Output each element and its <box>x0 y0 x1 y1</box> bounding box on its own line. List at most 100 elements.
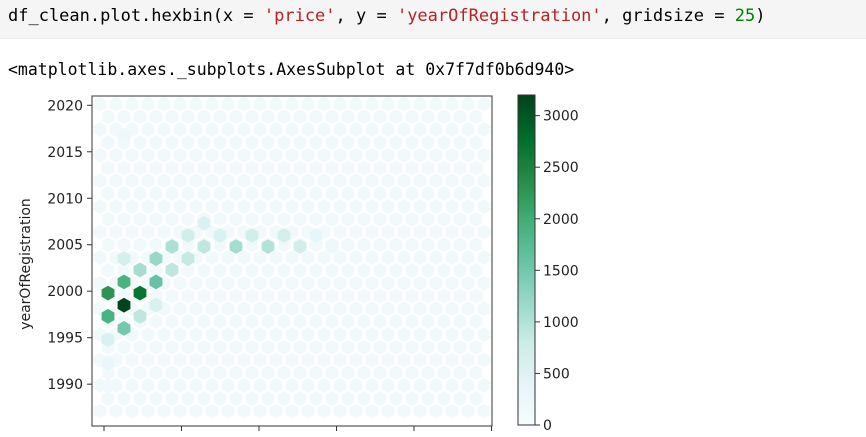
hexbin-background-cell <box>237 301 251 317</box>
hexbin-background-cell <box>445 275 459 291</box>
hexbin-background-cell <box>245 314 259 329</box>
hexbin-background-cell <box>109 147 123 163</box>
hexbin-background-cell <box>341 160 355 176</box>
code-cell[interactable]: df_clean.plot.hexbin(x = 'price', y = 'y… <box>0 0 866 39</box>
hexbin-background-cell <box>461 122 475 137</box>
hexbin-background-cell <box>221 352 235 368</box>
colorbar-tick-label: 1500 <box>543 263 579 279</box>
hexbin-background-cell <box>237 403 251 419</box>
hexbin-background-cell <box>341 365 355 381</box>
hexbin-cell <box>309 228 323 243</box>
hexbin-background-cell <box>237 122 251 137</box>
hexbin-background-cell <box>389 135 403 150</box>
hexbin-background-cell <box>333 250 347 265</box>
hexbin-background-cell <box>269 122 283 137</box>
hexbin-background-cell <box>333 224 347 240</box>
hexbin-background-cell <box>117 365 131 381</box>
hexbin-background-cell <box>141 199 155 214</box>
hexbin-background-cell <box>365 199 379 214</box>
hexbin-background-cell <box>221 96 235 112</box>
hexbin-background-cell <box>373 288 387 304</box>
hexbin-background-cell <box>301 96 315 112</box>
hexbin-background-cell <box>181 237 195 253</box>
hexbin-background-cell <box>261 391 275 406</box>
hexbin-background-cell <box>469 160 483 176</box>
hexbin-background-cell <box>117 186 131 201</box>
hexbin-background-cell <box>213 160 227 176</box>
hexbin-background-cell <box>157 352 171 368</box>
hexbin-background-cell <box>325 263 339 278</box>
hexbin-background-cell <box>277 339 291 355</box>
hexbin-background-cell <box>261 263 275 278</box>
hexbin-background-cell <box>141 352 155 368</box>
hexbin-background-cell <box>213 339 227 355</box>
hexbin-background-cell <box>165 288 179 304</box>
hexbin-background-cell <box>93 122 107 137</box>
hexbin-background-cell <box>173 378 187 393</box>
hexbin-background-cell <box>357 263 371 278</box>
colorbar-tick-label: 3000 <box>543 109 579 125</box>
hexbin-background-cell <box>301 173 315 189</box>
hexbin-background-cell <box>253 199 267 214</box>
hexbin-background-cell <box>453 339 467 355</box>
colorbar <box>517 94 536 426</box>
hexbin-background-cell <box>205 96 219 112</box>
hexbin-background-cell <box>333 96 347 112</box>
hexbin-background-cell <box>301 352 315 368</box>
hexbin-background-cell <box>405 339 419 355</box>
hexbin-background-cell <box>405 237 419 253</box>
hexbin-background-cell <box>229 160 243 176</box>
hexbin-background-cell <box>477 250 491 265</box>
hexbin-background-cell <box>317 199 331 214</box>
hexbin-background-cell <box>301 301 315 317</box>
hexbin-background-cell <box>453 365 467 381</box>
hexbin-background-cell <box>469 314 483 329</box>
hexbin-background-cell <box>413 327 427 342</box>
hexbin-background-cell <box>421 263 435 278</box>
hexbin-background-cell <box>477 403 491 419</box>
hexbin-cell <box>181 228 195 243</box>
hexbin-background-cell <box>453 160 467 176</box>
hexbin-background-cell <box>221 327 235 342</box>
hexbin-background-cell <box>357 186 371 201</box>
hexbin-background-cell <box>133 135 147 150</box>
hexbin-background-cell <box>117 263 131 278</box>
hexbin-background-cell <box>405 135 419 150</box>
hexbin-background-cell <box>381 301 395 317</box>
hexbin-background-cell <box>125 96 139 112</box>
colorbar-tick-label: 2000 <box>543 212 579 228</box>
hexbin-background-cell <box>93 147 107 163</box>
hexbin-background-cell <box>141 147 155 163</box>
hexbin-background-cell <box>357 314 371 329</box>
code-token-y-arg: 'yearOfRegistration' <box>396 6 602 26</box>
hexbin-background-cell <box>149 263 163 278</box>
hexbin-background-cell <box>293 109 307 125</box>
y-axis-label: yearOfRegistration <box>18 198 34 330</box>
hexbin-background-cell <box>469 391 483 406</box>
hexbin-background-cell <box>317 301 331 317</box>
hexbin-background-cell <box>341 263 355 278</box>
code-token-gridsize: , gridsize = <box>601 6 735 26</box>
hexbin-background-cell <box>125 403 139 419</box>
hexbin-background-cell <box>429 173 443 189</box>
hexbin-background-cell <box>189 122 203 137</box>
hexbin-background-cell <box>461 352 475 368</box>
hexbin-background-cell <box>197 186 211 201</box>
hexbin-background-cell <box>277 288 291 304</box>
y-tick-label: 2005 <box>47 238 83 254</box>
hexbin-background-cell <box>341 211 355 227</box>
hexbin-background-cell <box>253 275 267 291</box>
hexbin-background-cell <box>421 237 435 253</box>
hexbin-background-cell <box>261 135 275 150</box>
code-line[interactable]: df_clean.plot.hexbin(x = 'price', y = 'y… <box>8 6 765 26</box>
hexbin-background-cell <box>157 96 171 112</box>
hexbin-background-cell <box>245 263 259 278</box>
hexbin-background-cell <box>317 250 331 265</box>
hexbin-background-cell <box>149 135 163 150</box>
hexbin-background-cell <box>285 275 299 291</box>
hexbin-background-cell <box>101 109 115 125</box>
hexbin-background-cell <box>373 135 387 150</box>
hexbin-background-cell <box>197 314 211 329</box>
hexbin-background-cell <box>213 135 227 150</box>
hexbin-background-cell <box>309 314 323 329</box>
